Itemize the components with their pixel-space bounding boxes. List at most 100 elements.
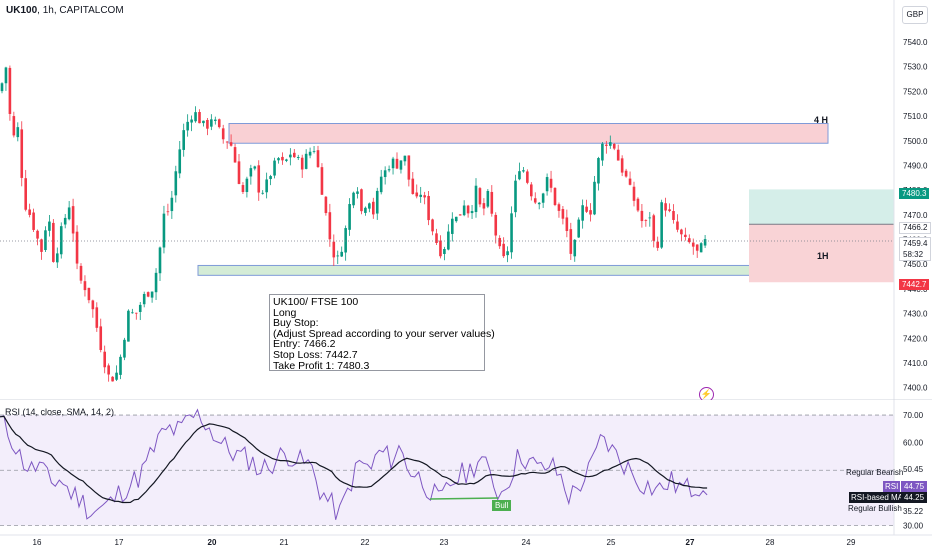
candle bbox=[316, 145, 320, 168]
note-line: Take Profit 1: 7480.3 bbox=[273, 359, 370, 372]
price-tick-label: 7490.0 bbox=[903, 161, 928, 170]
candle bbox=[522, 166, 525, 173]
candle bbox=[186, 114, 189, 137]
candle bbox=[383, 166, 387, 185]
candle bbox=[312, 146, 316, 154]
candle bbox=[368, 202, 371, 213]
candle bbox=[494, 212, 498, 244]
candle bbox=[439, 235, 442, 259]
candle bbox=[601, 141, 604, 166]
candle bbox=[676, 214, 679, 233]
candle bbox=[210, 114, 213, 131]
candle bbox=[344, 225, 347, 261]
time-axis: 16 17 20 21 22 23 24 25 27 28 29 bbox=[33, 538, 856, 547]
candle bbox=[423, 191, 426, 205]
candle bbox=[565, 209, 569, 238]
candle bbox=[640, 203, 644, 228]
rsi-tick-label: 70.00 bbox=[903, 411, 924, 420]
candle bbox=[628, 171, 632, 186]
candle bbox=[688, 234, 691, 244]
candle bbox=[253, 165, 257, 171]
candle bbox=[229, 134, 233, 147]
price-tick-label: 7470.0 bbox=[903, 211, 928, 220]
candle bbox=[490, 185, 494, 217]
candle bbox=[214, 116, 217, 125]
regular-bullish-label: Regular Bullish bbox=[848, 504, 902, 513]
stop-price-tag: 7442.7 bbox=[899, 279, 930, 290]
candle bbox=[154, 268, 158, 301]
candle bbox=[407, 155, 411, 187]
support-zone[interactable] bbox=[197, 264, 829, 276]
candle bbox=[391, 156, 395, 175]
candle bbox=[103, 345, 106, 374]
candle bbox=[680, 228, 683, 242]
candle bbox=[135, 312, 138, 320]
candle bbox=[605, 140, 608, 154]
candle bbox=[375, 187, 379, 220]
candle bbox=[237, 154, 241, 185]
candle bbox=[549, 170, 553, 193]
candle bbox=[454, 216, 458, 223]
currency-button[interactable]: GBP bbox=[902, 6, 928, 24]
zone-label-1h: 1H bbox=[817, 251, 829, 261]
candle bbox=[620, 155, 624, 177]
candle bbox=[202, 120, 205, 127]
candle bbox=[48, 215, 51, 237]
candle bbox=[419, 186, 422, 203]
candle bbox=[28, 203, 31, 218]
rsi-tick-label: 30.00 bbox=[903, 521, 924, 530]
candle bbox=[95, 302, 99, 332]
candle bbox=[257, 160, 261, 201]
take-profit-area[interactable] bbox=[749, 189, 894, 225]
candle bbox=[111, 376, 114, 382]
candle bbox=[684, 227, 687, 241]
candle bbox=[399, 160, 403, 174]
resistance-zone[interactable] bbox=[228, 123, 829, 144]
candle bbox=[79, 263, 83, 284]
time-tick-label: 23 bbox=[440, 538, 449, 547]
candle bbox=[648, 211, 652, 227]
candle bbox=[703, 235, 707, 249]
candle bbox=[0, 82, 4, 94]
entry-price-tag: 7466.2 bbox=[899, 222, 932, 234]
candle bbox=[217, 118, 221, 129]
candle bbox=[320, 163, 324, 195]
candle bbox=[273, 157, 276, 179]
candle bbox=[12, 111, 16, 138]
time-tick-label: 28 bbox=[766, 538, 775, 547]
trade-note[interactable]: UK100/ FTSE 100 Long Buy Stop: (Adjust S… bbox=[269, 294, 495, 372]
candle bbox=[573, 239, 577, 262]
candle bbox=[379, 169, 383, 195]
zone-label-4h: 4 H bbox=[814, 115, 829, 125]
candle bbox=[63, 214, 67, 229]
rsi-label: RSI bbox=[883, 481, 901, 492]
note-line: UK100/ FTSE 100 bbox=[273, 296, 359, 308]
candle bbox=[296, 154, 300, 161]
candle bbox=[510, 206, 513, 259]
price-tick-label: 7420.0 bbox=[903, 334, 928, 343]
candle bbox=[269, 174, 272, 186]
rsi-tick-label: 50.45 bbox=[903, 465, 924, 474]
candle bbox=[466, 204, 470, 218]
candle bbox=[44, 226, 47, 253]
candle bbox=[537, 201, 541, 210]
rsi-panel[interactable]: 70.00 60.00 50.45 35.22 30.00 16 17 20 21 22 23 24… bbox=[0, 400, 932, 550]
candle bbox=[4, 66, 8, 91]
price-tick-label: 7530.0 bbox=[903, 63, 928, 72]
candle bbox=[612, 142, 616, 151]
time-tick-label: 27 bbox=[686, 538, 695, 547]
candle bbox=[636, 197, 640, 213]
candle bbox=[277, 157, 280, 164]
candle bbox=[289, 148, 292, 166]
symbol: UK100 bbox=[6, 5, 38, 16]
note-line: Long bbox=[273, 306, 297, 319]
stop-loss-area[interactable] bbox=[749, 224, 894, 283]
candle bbox=[99, 318, 103, 353]
candle bbox=[364, 206, 367, 216]
candle bbox=[664, 197, 667, 217]
candle bbox=[174, 165, 178, 203]
candle bbox=[672, 204, 675, 224]
rsi-axis: 70.00 60.00 50.45 35.22 30.00 bbox=[903, 411, 924, 530]
candle bbox=[170, 190, 174, 219]
candle bbox=[644, 219, 648, 227]
